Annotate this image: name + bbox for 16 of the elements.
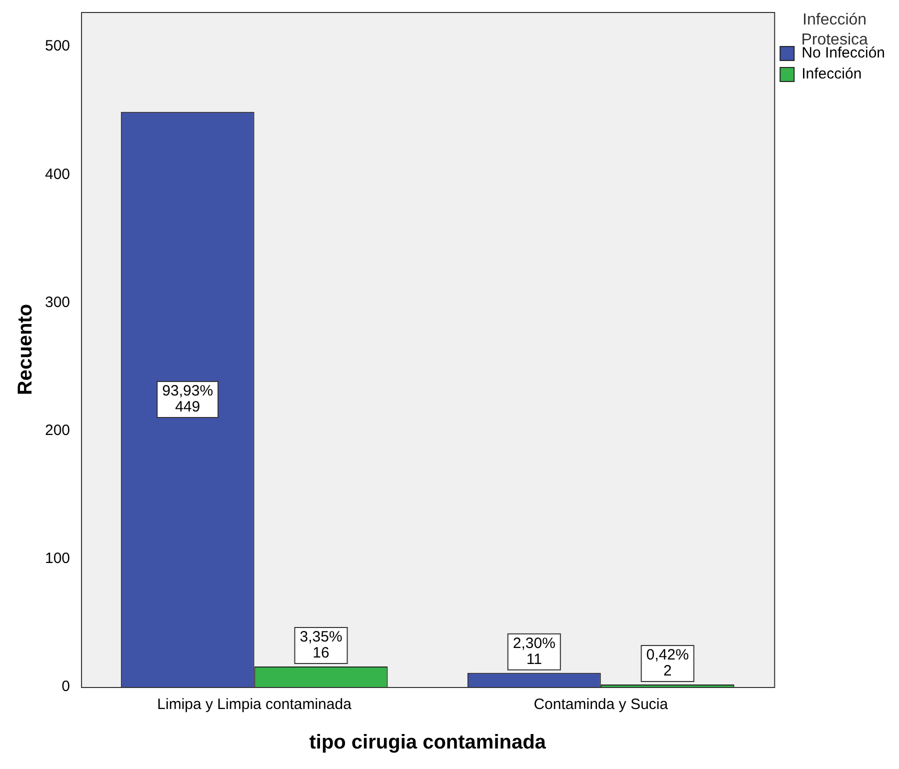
y-tick-label: 100 (44, 550, 70, 568)
y-tick-label: 500 (44, 38, 70, 55)
x-axis-title: tipo cirugia contaminada (309, 732, 547, 754)
legend-label: Infección (802, 66, 862, 83)
x-tick-label: Contaminda y Sucia (534, 696, 669, 714)
data-label: 2,30% 11 (512, 635, 556, 668)
y-tick-label: 200 (44, 422, 70, 439)
x-tick-label: Limipa y Limpia contaminada (157, 696, 352, 714)
y-tick-label: 300 (44, 294, 70, 311)
legend-label: No Infección (802, 44, 886, 62)
data-label: 0,42% 2 (646, 646, 689, 680)
data-label: 93,93% 449 (162, 382, 214, 416)
data-label: 3,35% 16 (300, 628, 342, 662)
y-tick-label: 0 (62, 678, 70, 696)
y-axis-title: Recuento (14, 304, 37, 396)
y-tick-label: 400 (44, 166, 70, 183)
